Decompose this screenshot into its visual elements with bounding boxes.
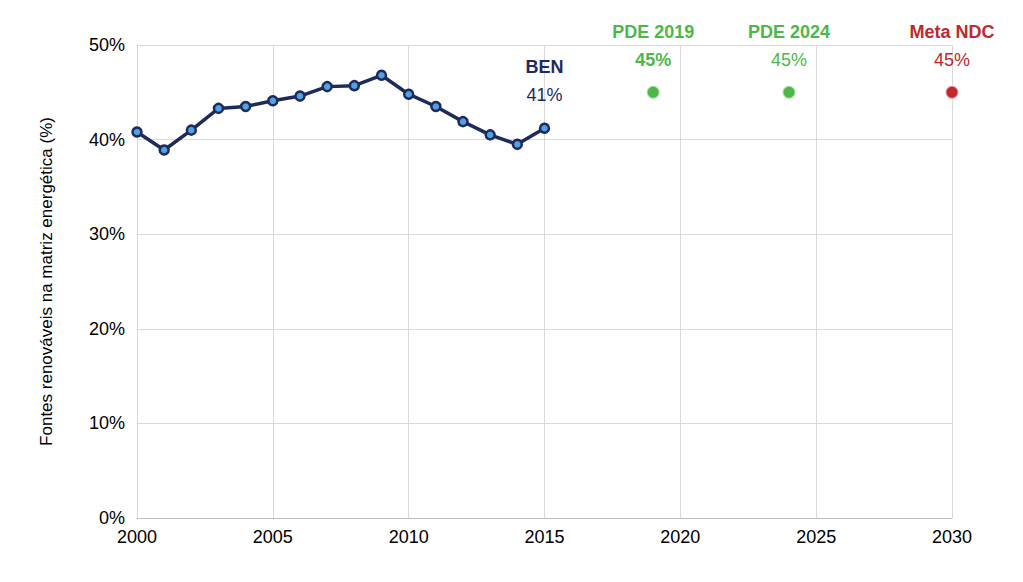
- svg-text:0%: 0%: [99, 508, 125, 528]
- svg-text:2010: 2010: [389, 527, 429, 547]
- svg-text:10%: 10%: [89, 413, 125, 433]
- svg-text:2025: 2025: [796, 527, 836, 547]
- svg-text:2030: 2030: [932, 527, 972, 547]
- svg-text:50%: 50%: [89, 35, 125, 55]
- svg-text:2015: 2015: [524, 527, 564, 547]
- svg-text:Fontes renováveis na matriz en: Fontes renováveis na matriz energética (…: [37, 117, 56, 446]
- svg-text:45%: 45%: [635, 50, 671, 70]
- svg-text:40%: 40%: [89, 130, 125, 150]
- svg-text:45%: 45%: [934, 50, 970, 70]
- svg-text:BEN: BEN: [525, 57, 563, 77]
- svg-text:2005: 2005: [253, 527, 293, 547]
- svg-text:PDE 2024: PDE 2024: [748, 22, 830, 42]
- svg-text:45%: 45%: [771, 50, 807, 70]
- svg-text:2000: 2000: [117, 527, 157, 547]
- svg-text:30%: 30%: [89, 224, 125, 244]
- svg-text:20%: 20%: [89, 319, 125, 339]
- svg-text:41%: 41%: [526, 85, 562, 105]
- svg-text:PDE 2019: PDE 2019: [612, 22, 694, 42]
- svg-text:Meta NDC: Meta NDC: [909, 22, 994, 42]
- svg-text:2020: 2020: [660, 527, 700, 547]
